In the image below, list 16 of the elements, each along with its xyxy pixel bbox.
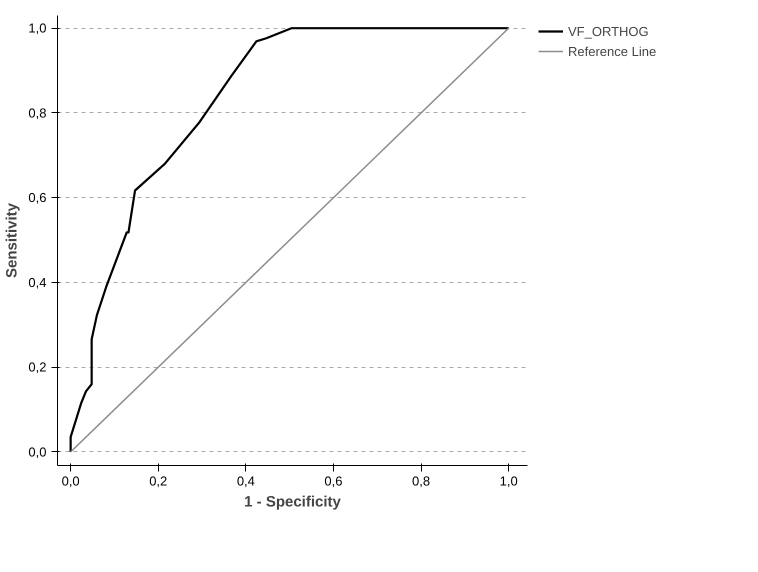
x-tick-label: 0,2 — [149, 474, 168, 488]
y-tick-label: 0,2 — [28, 360, 47, 375]
x-tick-label: 0,0 — [62, 474, 80, 488]
x-tick-label: 0,6 — [324, 474, 342, 488]
y-axis-title: Sensitivity — [3, 202, 20, 278]
y-tick-label: 0,6 — [28, 190, 47, 206]
x-tick-label: 0,4 — [236, 474, 255, 488]
x-axis-title: 1 - Specificity — [244, 494, 342, 510]
y-tick-label: 0,4 — [28, 274, 47, 290]
legend-label: VF_ORTHOG — [568, 24, 649, 38]
y-tick-label: 1,0 — [28, 20, 47, 36]
x-tick-label: 1,0 — [500, 474, 518, 488]
x-tick-label: 0,8 — [412, 474, 430, 488]
y-tick-label: 0,0 — [28, 444, 47, 460]
legend-label: Reference Line — [568, 44, 656, 58]
y-tick-label: 0,8 — [28, 105, 47, 120]
